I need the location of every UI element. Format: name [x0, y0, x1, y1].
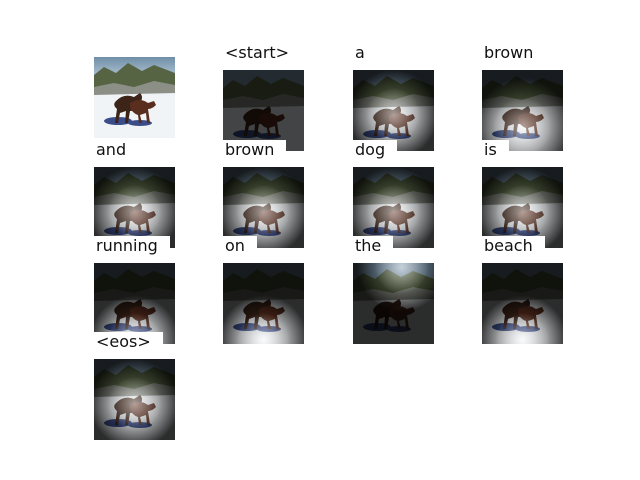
attention-map-image [223, 263, 304, 344]
attention-map-image [482, 263, 563, 344]
word-label: brown [482, 43, 546, 63]
attention-cell: <start> [223, 43, 304, 151]
attention-map-image [223, 70, 304, 151]
dog-photo [94, 57, 175, 138]
word-label: and [94, 140, 139, 160]
word-label: is [482, 140, 509, 160]
attention-cell: is [482, 140, 563, 248]
original-image [94, 57, 175, 138]
word-label: beach [482, 236, 545, 256]
attention-map-image [353, 70, 434, 151]
attention-map-image [353, 167, 434, 248]
attention-cell: beach [482, 236, 563, 344]
attention-cell: brown [482, 43, 563, 151]
word-label: the [353, 236, 394, 256]
attention-map-image [94, 263, 175, 344]
attention-map-image [482, 70, 563, 151]
attention-cell: a [353, 43, 434, 151]
attention-map-image [223, 167, 304, 248]
attention-map-image [482, 167, 563, 248]
word-label: running [94, 236, 170, 256]
word-label: <start> [223, 43, 302, 63]
attention-cell: brown [223, 140, 304, 248]
attention-cell: running [94, 236, 175, 344]
word-label: <eos> [94, 332, 163, 352]
attention-cell: dog [353, 140, 434, 248]
attention-cell: on [223, 236, 304, 344]
word-label: on [223, 236, 257, 256]
attention-map-image [94, 359, 175, 440]
word-label: dog [353, 140, 398, 160]
word-label: brown [223, 140, 287, 160]
attention-cell: <eos> [94, 332, 175, 440]
attention-cell: the [353, 236, 434, 344]
word-label: a [353, 43, 377, 63]
attention-map-image [353, 263, 434, 344]
